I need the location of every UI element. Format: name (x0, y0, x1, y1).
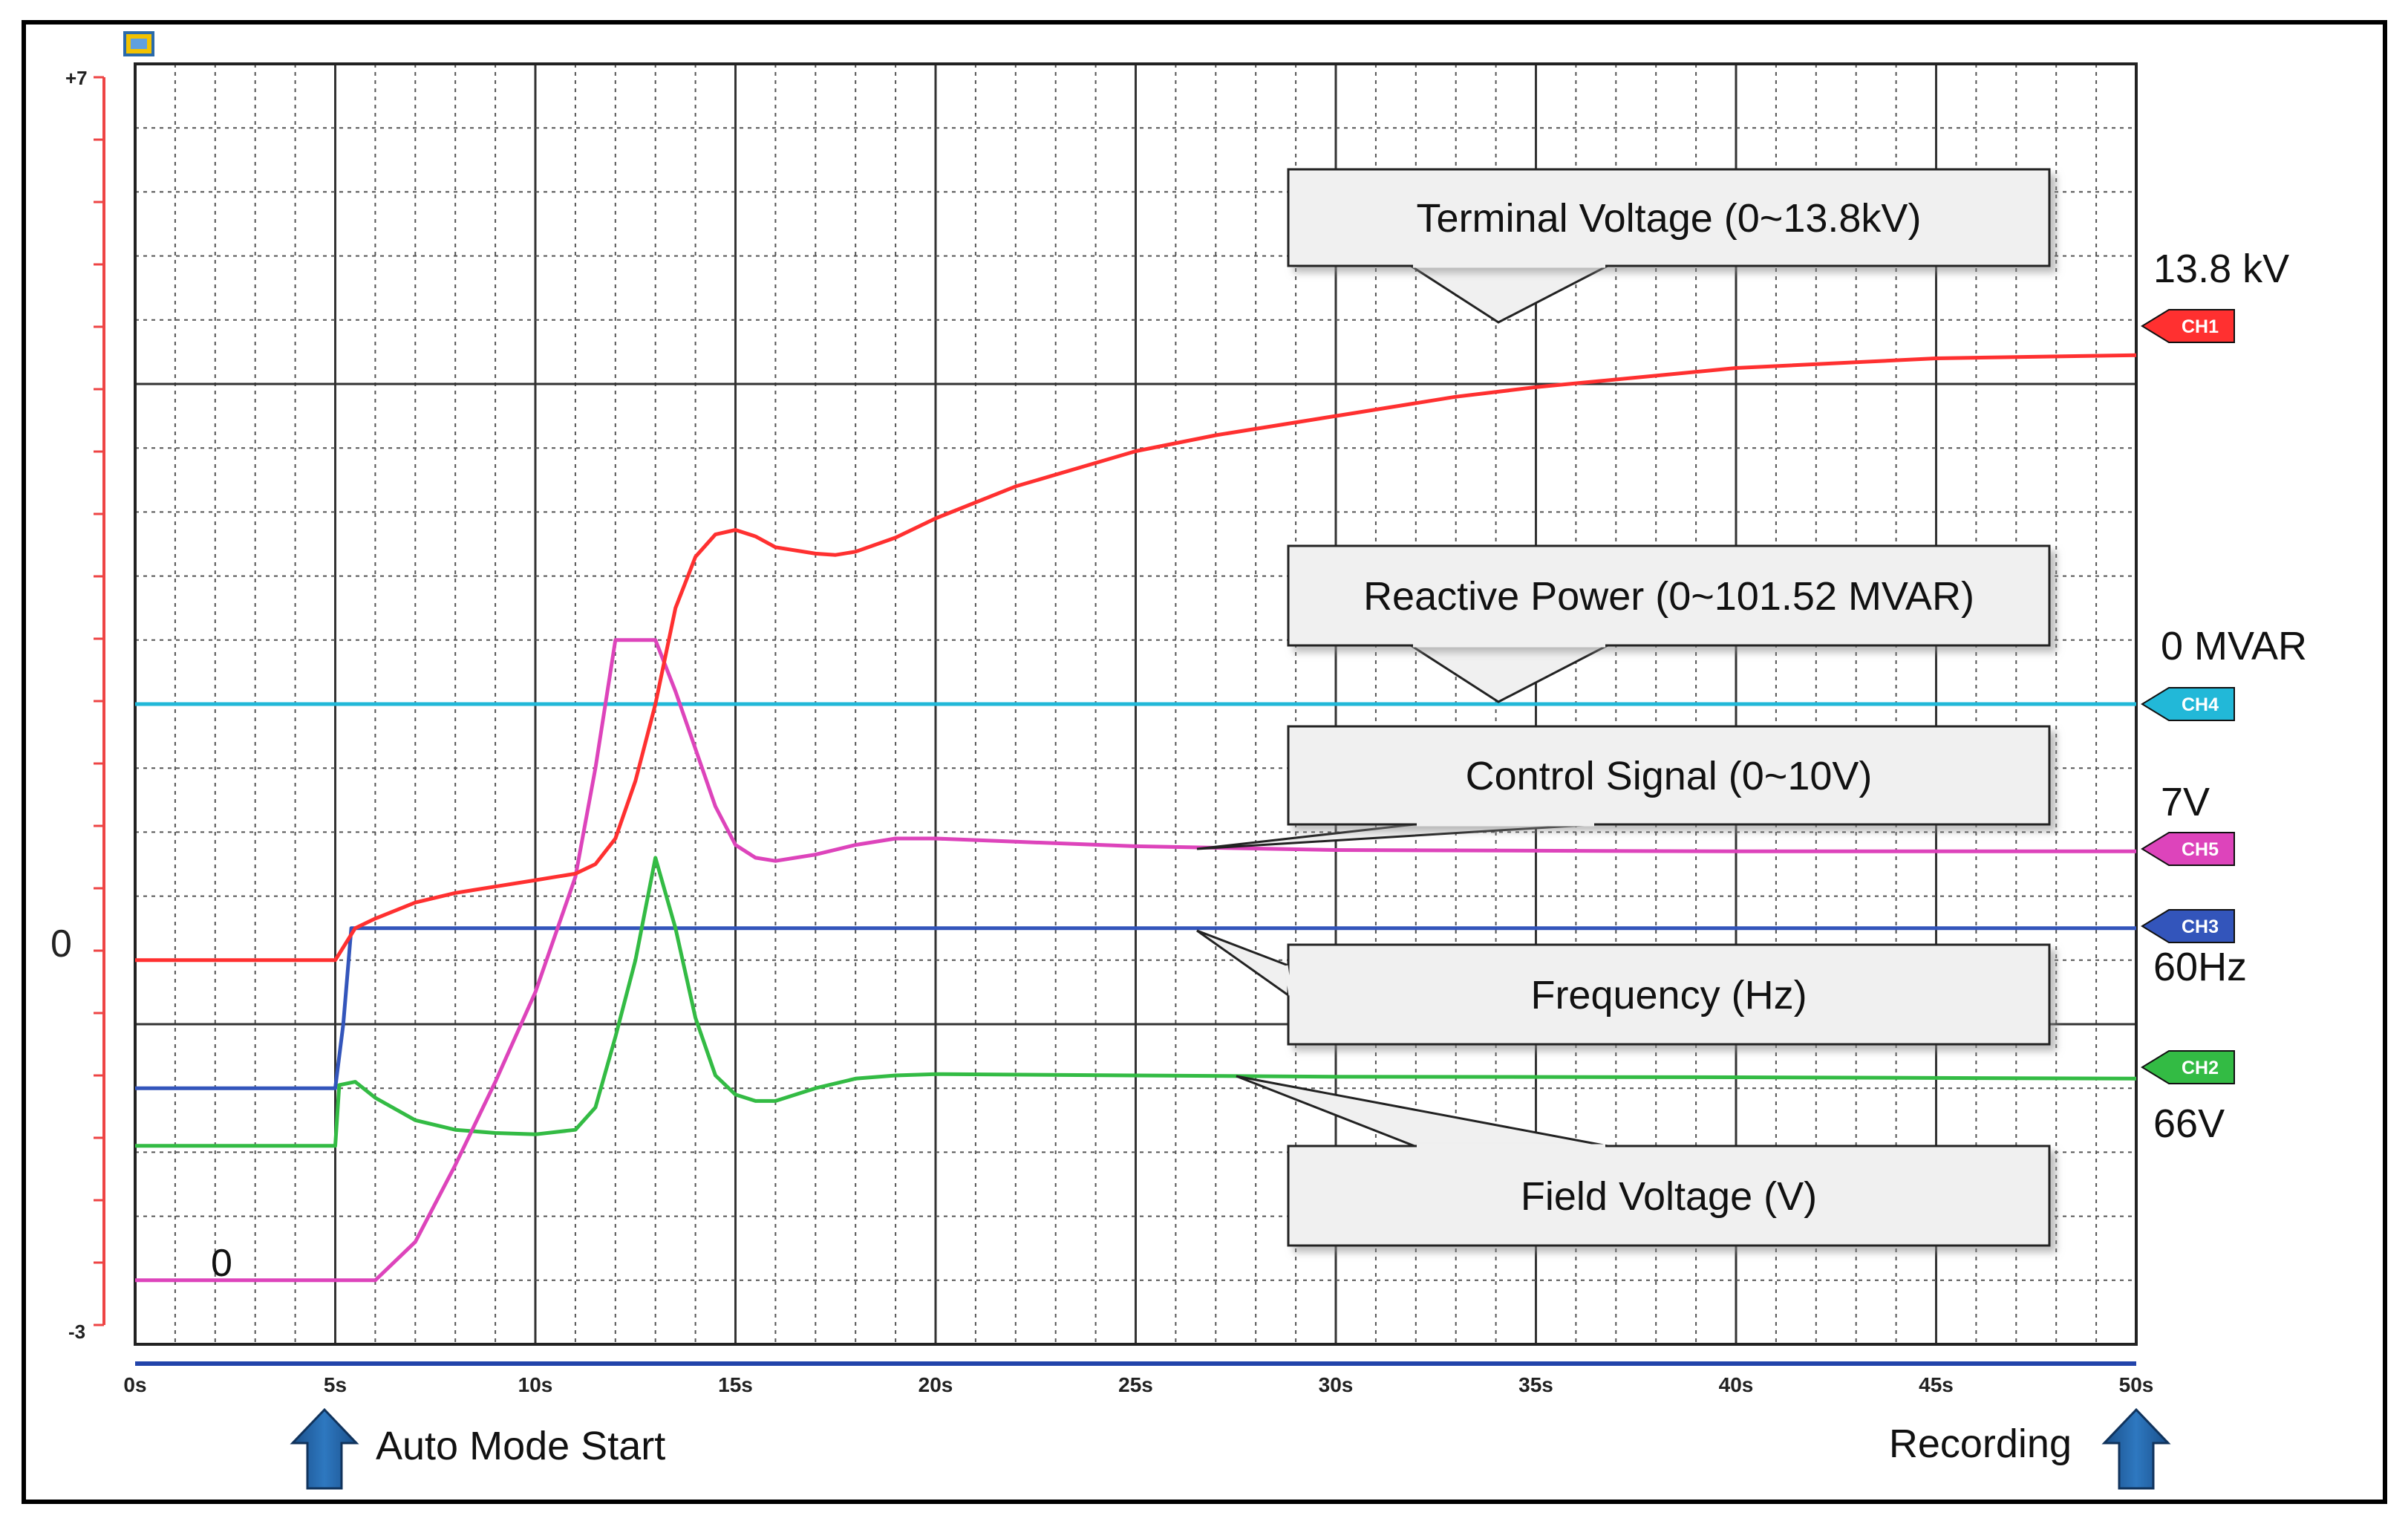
x-tick-label: 35s (1518, 1373, 1553, 1396)
callout-text: Frequency (Hz) (1530, 973, 1807, 1018)
scale-bottom-label: -3 (68, 1321, 85, 1343)
trace-terminal-voltage (135, 353, 2137, 963)
x-tick-label: 30s (1319, 1373, 1354, 1396)
channel-badge[interactable] (2141, 687, 2235, 721)
channel-badge[interactable] (2141, 309, 2235, 343)
callout-box (1287, 544, 2051, 647)
x-tick-label: 25s (1118, 1373, 1153, 1396)
channel-badge-label: CH4 (2182, 694, 2219, 715)
x-tick-label: 0s (123, 1373, 146, 1396)
channel-badge-label: CH3 (2182, 916, 2219, 937)
scale-zero-label: 0 (50, 922, 72, 966)
trace-control-signal (135, 638, 2136, 1283)
callout-terminal-voltage: Terminal Voltage (0~13.8kV) (1287, 168, 2051, 324)
callout-control-signal: Control Signal (0~10V) (1196, 725, 2051, 850)
x-tick-label: 20s (919, 1373, 953, 1396)
scale-top-label: +7 (65, 67, 88, 89)
x-tick-label: 50s (2119, 1373, 2154, 1396)
x-tick-label: 45s (1919, 1373, 1954, 1396)
end-value-label: 60Hz (2153, 945, 2247, 989)
traces (135, 353, 2137, 1283)
channel-badge-label: CH2 (2182, 1058, 2219, 1078)
marker-ch4[interactable]: CH4 0 MVAR (2141, 624, 2307, 721)
callout-box (1287, 1145, 2051, 1247)
toolbar-icon[interactable] (123, 31, 154, 56)
marker-ch5[interactable]: CH5 7V (2141, 780, 2235, 866)
x-tick-labels: 0s 5s 10s 15s 20s 25s 30s 35s 40s 45s 50s (123, 1373, 2153, 1396)
marker-ch1[interactable]: CH1 13.8 kV (2141, 247, 2289, 343)
marker-ch3[interactable]: CH3 60Hz (2141, 909, 2247, 989)
recording-arrow-icon (2101, 1407, 2171, 1490)
callouts: Terminal Voltage (0~13.8kV) Reactive Powe… (1196, 168, 2051, 1247)
callout-seam (1284, 965, 1293, 996)
callout-text: Field Voltage (V) (1521, 1174, 1817, 1219)
channel-badge-label: CH5 (2182, 839, 2219, 860)
callout-reactive-power: Reactive Power (0~101.52 MVAR) (1287, 544, 2051, 703)
marker-ch2[interactable]: CH2 66V (2141, 1050, 2235, 1146)
end-value-label: 13.8 kV (2153, 247, 2289, 291)
callout-field-voltage: Field Voltage (V) (1236, 1075, 2051, 1247)
callout-text: Terminal Voltage (0~13.8kV) (1417, 196, 1922, 241)
channel-badge-label: CH1 (2182, 316, 2219, 337)
end-value-label: 66V (2153, 1101, 2225, 1146)
end-value-label: 7V (2161, 780, 2210, 824)
control-signal-start-label: 0 (211, 1242, 232, 1285)
channel-badge[interactable] (2141, 832, 2235, 866)
x-tick-label: 40s (1719, 1373, 1754, 1396)
recording-label: Recording (1889, 1422, 2072, 1466)
x-tick-label: 15s (718, 1373, 753, 1396)
trace-field-voltage (135, 856, 2137, 1148)
callout-box (1287, 943, 2051, 1046)
channel-badge[interactable] (2141, 1050, 2235, 1084)
auto-mode-arrow-icon (290, 1407, 359, 1490)
callout-text: Reactive Power (0~101.52 MVAR) (1363, 574, 1974, 619)
channel-markers: CH1 13.8 kV CH4 0 MVAR CH5 7V CH3 60Hz CH2 66V 0 (211, 247, 2307, 1285)
callout-text: Control Signal (0~10V) (1466, 754, 1873, 798)
x-tick-label: 5s (324, 1373, 347, 1396)
left-scale (94, 76, 105, 1326)
x-tick-label: 10s (518, 1373, 553, 1396)
callout-frequency: Frequency (Hz) (1196, 929, 2051, 1046)
callout-box (1287, 168, 2051, 267)
trace-frequency (135, 926, 2136, 1090)
callout-box (1287, 725, 2051, 826)
end-value-label: 0 MVAR (2161, 624, 2307, 668)
auto-mode-label: Auto Mode Start (376, 1424, 665, 1468)
channel-badge[interactable] (2141, 909, 2235, 943)
